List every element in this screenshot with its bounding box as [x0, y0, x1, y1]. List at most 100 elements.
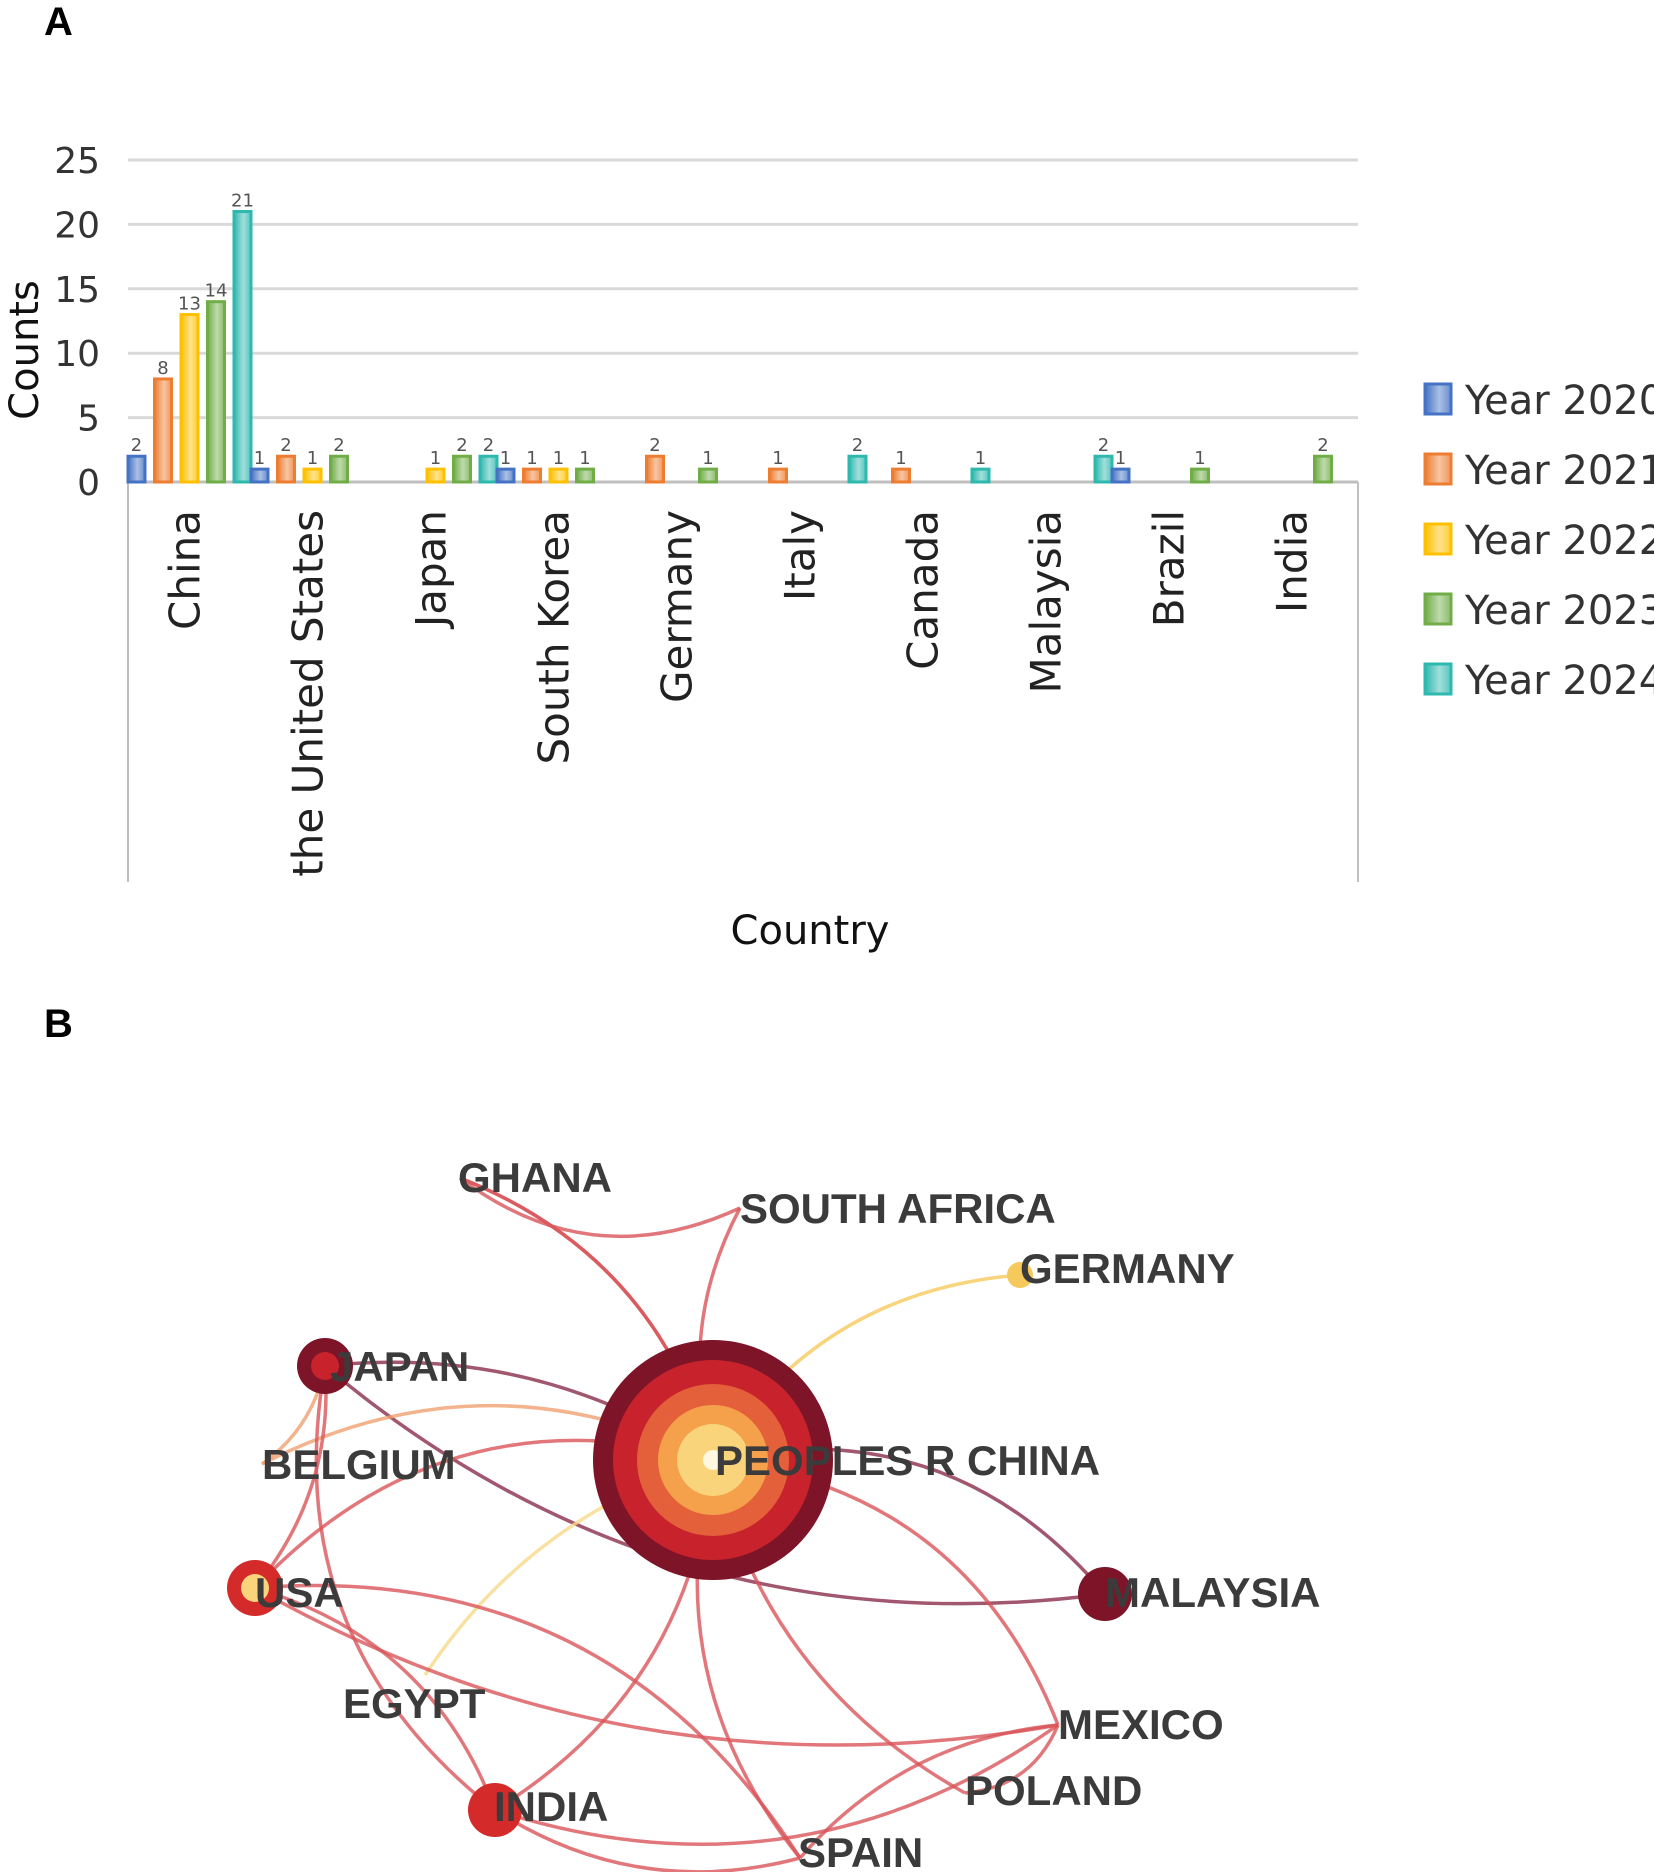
data-label: 1 [553, 448, 564, 469]
bar-3-9 [1313, 454, 1333, 484]
node-label-spain: SPAIN [798, 1829, 923, 1872]
bar-1-3 [522, 467, 542, 484]
bar-3-4 [698, 467, 718, 484]
data-label: 1 [895, 448, 906, 469]
x-tick-label: India [1268, 510, 1317, 613]
y-tick-label: 20 [54, 205, 100, 246]
bar-3-0 [206, 300, 226, 484]
bar-4-0 [232, 210, 253, 484]
bar-0-8 [1110, 467, 1131, 484]
bar-3-8 [1190, 467, 1210, 484]
y-tick-label: 15 [54, 270, 100, 311]
x-tick-label: Italy [776, 510, 825, 601]
bar-1-6 [891, 467, 911, 484]
bar-2-0 [179, 313, 200, 484]
bar-1-1 [276, 454, 296, 484]
edge-india-spain [494, 1808, 801, 1872]
data-label: 1 [1194, 448, 1205, 469]
edge-ghana-south_africa [458, 1176, 741, 1239]
data-label: 13 [178, 294, 201, 315]
node-japan [297, 1338, 353, 1394]
edge-usa-mexico [254, 1586, 1059, 1747]
node-ring [1007, 1262, 1033, 1288]
node-ring [241, 1574, 269, 1602]
node-india [468, 1783, 522, 1837]
data-label: 2 [1098, 435, 1109, 456]
node-label-malaysia: MALAYSIA [1105, 1569, 1320, 1616]
x-tick-label: China [161, 510, 210, 630]
data-label: 1 [254, 448, 265, 469]
node-label-south_africa: SOUTH AFRICA [740, 1185, 1056, 1232]
legend-swatch [1423, 662, 1453, 696]
x-tick-label: Canada [899, 510, 948, 670]
data-label: 2 [483, 435, 494, 456]
bar-0-0 [126, 454, 147, 484]
edge-usa-india [254, 1586, 497, 1811]
legend-entry: Year 2024 [1464, 658, 1654, 704]
data-label: 2 [333, 435, 344, 456]
data-label: 1 [702, 448, 713, 469]
node-usa [227, 1560, 283, 1616]
bar-1-5 [768, 467, 788, 484]
node-label-egypt: EGYPT [343, 1680, 486, 1727]
edge-japan-usa [253, 1365, 328, 1590]
data-label: 1 [579, 448, 590, 469]
edge-usa-spain [254, 1583, 802, 1859]
legend-swatch [1423, 452, 1453, 486]
bar-1-0 [153, 377, 173, 484]
data-label: 2 [131, 435, 142, 456]
edge-poland-mexico [964, 1724, 1060, 1795]
x-tick-label: Malaysia [1022, 510, 1071, 694]
data-label: 1 [307, 448, 318, 469]
x-tick-label: Brazil [1145, 510, 1194, 627]
node-label-china: PEOPLES R CHINA [715, 1437, 1100, 1484]
y-tick-label: 0 [77, 463, 100, 504]
data-label: 2 [1317, 435, 1328, 456]
bar-0-1 [249, 467, 270, 484]
data-label: 2 [456, 435, 467, 456]
bar-2-3 [548, 467, 569, 484]
node-label-poland: POLAND [965, 1767, 1142, 1814]
bar-0-3 [495, 467, 516, 484]
data-label: 1 [500, 448, 511, 469]
edge-india-mexico [494, 1723, 1060, 1847]
bar-3-3 [575, 467, 595, 484]
node-malaysia [1078, 1567, 1132, 1621]
y-tick-label: 25 [54, 141, 100, 182]
data-label: 1 [975, 448, 986, 469]
node-ring [311, 1352, 339, 1380]
data-label: 8 [157, 358, 168, 379]
x-tick-label: South Korea [530, 510, 579, 764]
node-label-usa: USA [255, 1569, 344, 1616]
panel-label-b: B [44, 1002, 73, 1046]
y-tick-label: 5 [77, 399, 100, 440]
y-tick-label: 10 [54, 334, 100, 375]
bar-2-2 [425, 467, 446, 484]
y-axis-title: Counts [2, 280, 48, 420]
node-label-mexico: MEXICO [1058, 1701, 1224, 1748]
data-label: 1 [526, 448, 537, 469]
node-label-japan: JAPAN [330, 1343, 469, 1390]
bar-4-2 [478, 454, 499, 484]
bar-3-2 [452, 454, 472, 484]
node-label-belgium: BELGIUM [262, 1441, 456, 1488]
edge-spain-mexico [798, 1723, 1059, 1860]
data-label: 1 [430, 448, 441, 469]
x-tick-label: Japan [407, 510, 456, 630]
bar-4-5 [847, 454, 868, 484]
node-ring [1078, 1567, 1132, 1621]
network-graph: PEOPLES R CHINA JAPAN USA INDIA MALAYSIA GERM… [227, 1154, 1320, 1872]
node-ring [468, 1783, 522, 1837]
legend-swatch [1423, 382, 1453, 416]
x-tick-label: the United States [284, 510, 333, 877]
legend-entry: Year 2022 [1464, 518, 1654, 564]
data-label: 2 [649, 435, 660, 456]
node-germany [1007, 1262, 1033, 1288]
node-china [593, 1340, 833, 1580]
x-axis-title: Country [731, 908, 890, 954]
edge-japan-india [314, 1365, 497, 1812]
bar-1-4 [645, 454, 665, 484]
data-label: 21 [231, 191, 254, 212]
data-label: 2 [280, 435, 291, 456]
node-ring [703, 1450, 723, 1470]
